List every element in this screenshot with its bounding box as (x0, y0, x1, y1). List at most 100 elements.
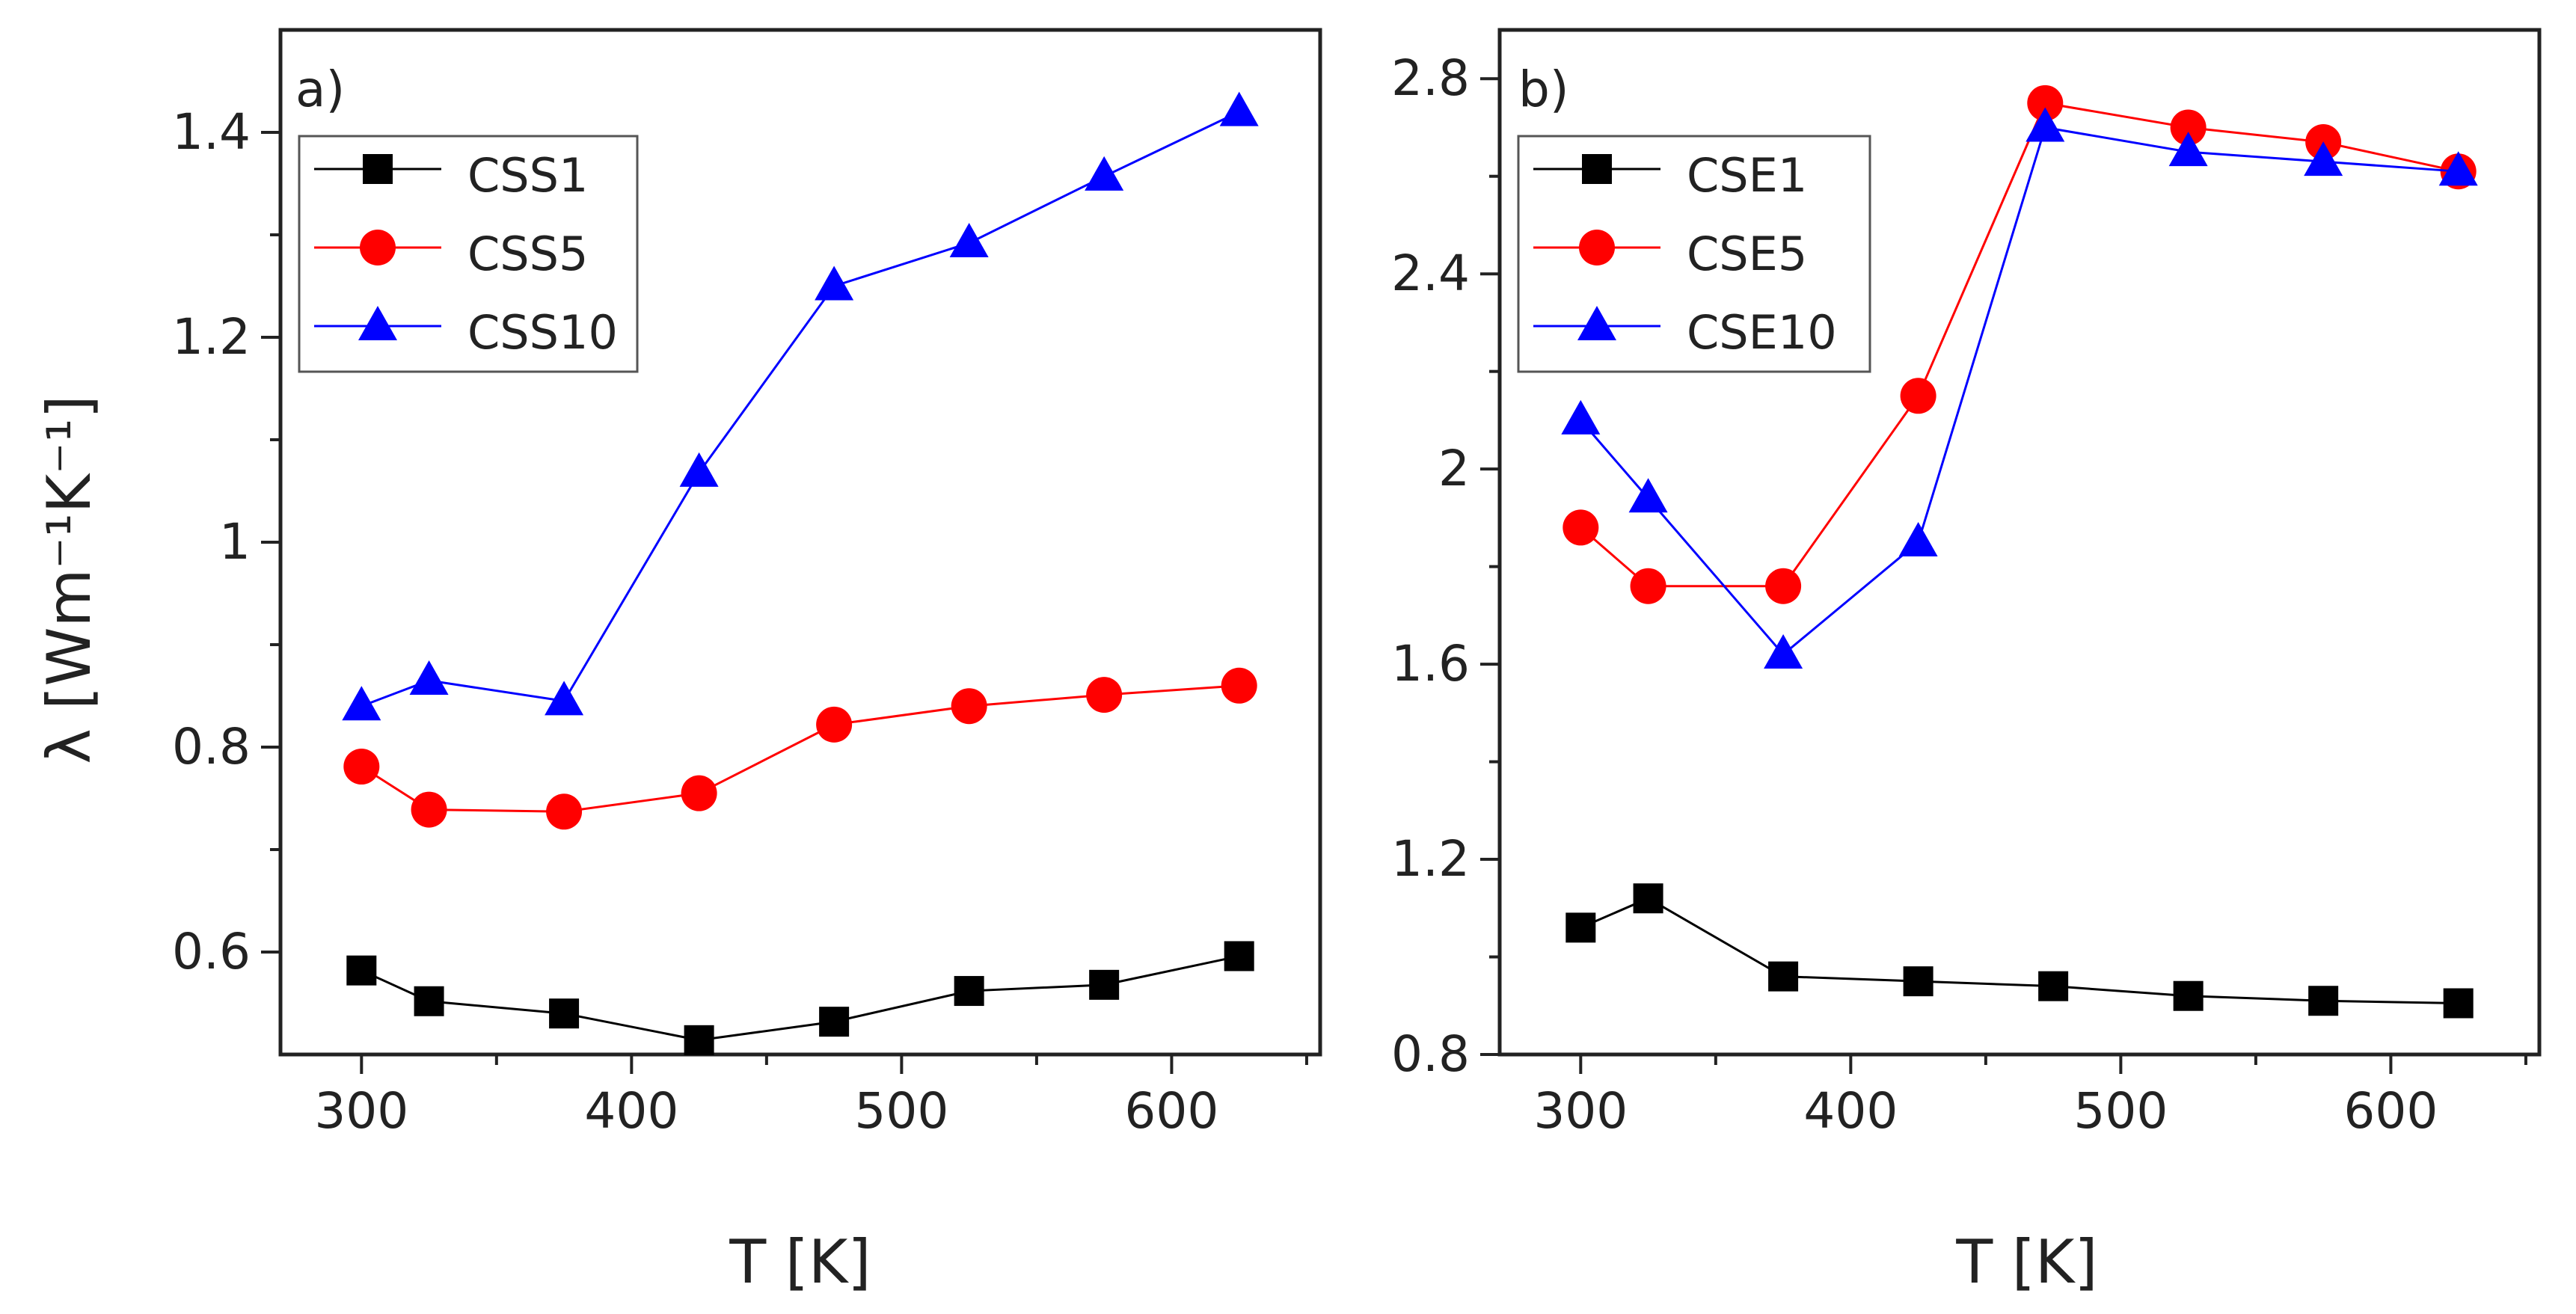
y-tick-label: 1.2 (1391, 830, 1470, 888)
data-point-css1 (549, 998, 580, 1029)
data-point-css5 (343, 749, 380, 785)
data-point-css1 (1224, 941, 1254, 971)
y-axis-title: λ [Wm⁻¹K⁻¹] (34, 395, 104, 764)
series-cse1 (1565, 883, 2474, 1019)
data-point-cse10 (1764, 634, 1803, 669)
legend-marker-css1 (363, 154, 393, 184)
series-line-css10 (361, 111, 1240, 707)
data-point-css5 (816, 706, 853, 743)
data-point-css5 (951, 688, 987, 725)
data-point-cse5 (1630, 568, 1666, 604)
legend-entry-cse10: CSE10 (1533, 305, 1837, 360)
series-line-cse5 (1580, 102, 2459, 588)
series-line-cse10 (1580, 126, 2459, 657)
data-point-css1 (414, 986, 444, 1016)
data-point-css10 (409, 660, 449, 695)
data-point-cse5 (2170, 109, 2207, 146)
data-point-cse5 (1765, 568, 1802, 604)
y-tick-label: 0.8 (1391, 1025, 1470, 1083)
legend-marker-cse1 (1582, 154, 1612, 184)
data-point-cse1 (2308, 986, 2339, 1016)
x-tick-label: 400 (584, 1082, 678, 1140)
axes: 300 400 500 600 0.8 1.2 1.6 2 2.4 2.8 (1391, 28, 2542, 1140)
x-tick-label: 600 (1124, 1082, 1218, 1140)
series-line-css1 (361, 955, 1240, 1042)
legend-entry-css5: CSS5 (314, 227, 588, 281)
panel-b: 300 400 500 600 0.8 1.2 1.6 2 2.4 2.8 T [K] b) CS… (1391, 28, 2542, 1297)
x-tick-label: 600 (2343, 1082, 2438, 1140)
y-tick-label: 0.8 (172, 718, 251, 776)
data-point-css1 (819, 1007, 850, 1037)
legend-entry-css10: CSS10 (314, 305, 618, 360)
data-point-css1 (1089, 969, 1120, 1000)
plot-frame (1497, 28, 2542, 1057)
series-cse5 (1563, 85, 2477, 604)
data-point-css1 (346, 955, 377, 986)
y-tick-label: 2 (1438, 440, 1470, 497)
x-tick-label: 500 (2073, 1082, 2168, 1140)
legend-marker-cse5 (1579, 230, 1615, 265)
y-tick-label: 1 (219, 513, 251, 571)
legend-label-css10: CSS10 (467, 305, 618, 360)
series-cse10 (1561, 107, 2478, 669)
data-point-css10 (545, 681, 584, 716)
data-point-cse1 (1768, 961, 1799, 992)
legend-label-cse1: CSE1 (1687, 148, 1807, 203)
data-point-cse10 (2168, 132, 2208, 167)
y-tick-label: 1.2 (172, 308, 251, 366)
x-tick-label: 500 (854, 1082, 948, 1140)
y-tick-label: 2.8 (1391, 49, 1470, 107)
series-css1 (346, 941, 1254, 1055)
data-point-cse5 (1563, 509, 1599, 546)
data-point-cse10 (2304, 141, 2343, 176)
x-tick-label: 300 (1533, 1082, 1628, 1140)
x-axis-title: T [K] (729, 1227, 871, 1297)
legend-entry-cse5: CSE5 (1533, 227, 1807, 281)
data-point-cse10 (2025, 107, 2065, 142)
data-point-cse1 (1565, 912, 1596, 943)
data-point-cse5 (2027, 85, 2064, 121)
data-point-cse1 (2038, 971, 2069, 1001)
panel-a: 300 400 500 600 0.6 0.8 1 1.2 1.4 λ [Wm⁻¹K⁻¹] T … (34, 28, 1322, 1297)
data-point-css10 (1219, 91, 1259, 126)
data-point-cse10 (1898, 522, 1938, 556)
x-axis-title-b: T [K] (1955, 1227, 2097, 1297)
x-tick-label: 400 (1803, 1082, 1898, 1140)
data-point-css5 (681, 775, 717, 811)
data-point-css1 (684, 1025, 714, 1055)
legend-b: CSE1 CSE5 CSE10 (1517, 135, 1871, 373)
y-tick-label: 1.6 (1391, 635, 1470, 693)
data-point-css10 (342, 686, 381, 721)
data-point-cse1 (1633, 883, 1663, 914)
legend-entry-cse1: CSE1 (1533, 148, 1807, 203)
legend-a: CSS1 CSS5 CSS10 (298, 135, 639, 373)
legend-marker-cse10 (1577, 306, 1616, 340)
series-css10 (342, 91, 1259, 721)
legend-box (1517, 135, 1871, 373)
y-tick-label: 2.4 (1391, 245, 1470, 302)
data-point-css5 (411, 791, 447, 828)
legend-label-css5: CSS5 (467, 227, 588, 281)
legend-label-css1: CSS1 (467, 148, 588, 203)
series-css5 (343, 667, 1257, 830)
y-tick-label: 0.6 (172, 923, 251, 980)
data-point-css10 (949, 222, 989, 257)
panel-label-b: b) (1518, 61, 1569, 118)
data-point-css5 (1221, 667, 1257, 704)
data-point-css5 (546, 793, 583, 830)
x-tick-label: 300 (314, 1082, 408, 1140)
data-point-css10 (679, 452, 719, 487)
y-tick-label: 1.4 (172, 103, 251, 161)
data-point-cse1 (2443, 988, 2474, 1019)
data-point-css10 (1085, 156, 1124, 191)
data-point-cse10 (2438, 151, 2478, 186)
legend-label-cse10: CSE10 (1687, 305, 1837, 360)
legend-entry-css1: CSS1 (314, 148, 588, 203)
legend-box (298, 135, 639, 373)
data-point-cse10 (1628, 478, 1668, 513)
legend-label-cse5: CSE5 (1687, 227, 1807, 281)
legend-marker-css10 (358, 306, 397, 340)
data-point-cse10 (1561, 399, 1601, 435)
axes: 300 400 500 600 0.6 0.8 1 1.2 1.4 (172, 28, 1322, 1140)
